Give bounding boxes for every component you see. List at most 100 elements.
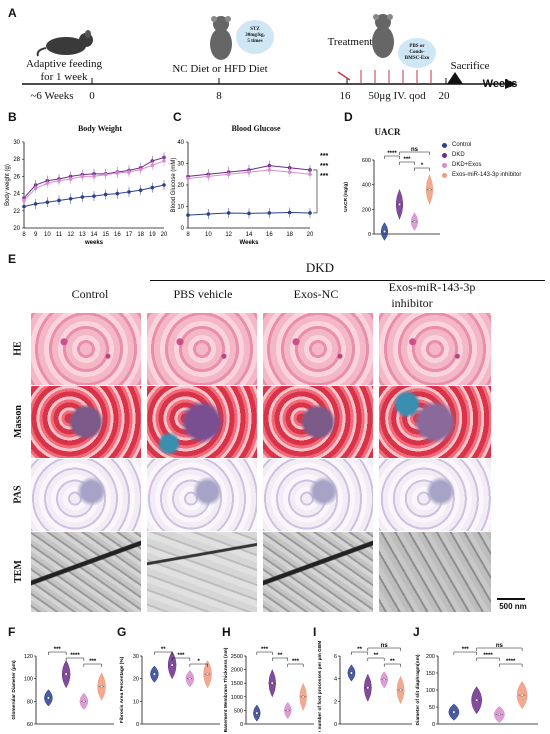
- data-point: [138, 188, 143, 192]
- significance-bracket: [399, 151, 430, 155]
- sacrifice-text: Sacrifice: [450, 60, 490, 72]
- x-tick-label: 10: [205, 232, 212, 238]
- data-point: [247, 170, 251, 174]
- data-point: [452, 710, 456, 714]
- scale-bar: [497, 598, 525, 600]
- data-point: [350, 671, 353, 675]
- foot-processes-chart: 0 2 4 6 The number of foot processes per μm …: [317, 641, 412, 732]
- data-point: [92, 174, 96, 179]
- micrograph-he-control: [30, 312, 142, 386]
- row-label-tem: TEM: [8, 531, 28, 611]
- y-tick-label: 0: [368, 232, 371, 238]
- row-label-masson: Masson: [8, 385, 28, 457]
- legend-label: DKD: [452, 152, 465, 158]
- data-point: [138, 167, 143, 172]
- micrograph-masson-inhibitor: [378, 385, 492, 459]
- data-point: [33, 202, 38, 206]
- y-tick-label: 200: [426, 654, 435, 660]
- significance-label: ***: [320, 153, 328, 160]
- significance-bracket: [48, 651, 67, 655]
- y-tick-label: 200: [362, 207, 371, 213]
- x-tick-label: 14: [91, 232, 98, 238]
- data-point: [57, 178, 61, 183]
- significance-label: *: [421, 163, 424, 169]
- y-tick-label: 0: [432, 722, 435, 728]
- data-point: [68, 196, 73, 201]
- data-point: [498, 713, 501, 716]
- legend-dot: [442, 152, 447, 158]
- significance-label: ***: [261, 647, 269, 653]
- legend-label: Exos-miR-143-3p inhibitor: [452, 172, 522, 178]
- significance-bracket: [383, 663, 401, 667]
- y-tick-label: 26: [13, 174, 20, 180]
- data-point: [287, 210, 292, 215]
- row-label-he: HE: [8, 312, 28, 384]
- data-point: [206, 672, 209, 676]
- data-point: [127, 170, 131, 174]
- significance-bracket: [499, 663, 523, 667]
- significance-label: **: [374, 653, 379, 659]
- micrograph-masson-control: [30, 385, 142, 459]
- data-point: [100, 685, 103, 688]
- significance-label: ***: [292, 659, 300, 665]
- y-tick-label: 10: [177, 205, 184, 211]
- significance-label: ****: [483, 653, 493, 659]
- significance-bracket: [272, 657, 288, 661]
- x-tick-label: 8: [186, 232, 190, 238]
- legend-label: Control: [452, 142, 472, 148]
- x-tick-label: 11: [56, 232, 63, 238]
- dkd-group-label: DKD: [305, 260, 335, 275]
- x-tick-label: 10: [44, 232, 51, 238]
- diet-text: NC Diet or HFD Diet: [172, 63, 268, 75]
- data-point: [127, 190, 131, 194]
- data-point: [301, 695, 305, 699]
- data-point: [68, 177, 73, 181]
- y-tick-label: 20: [133, 677, 139, 683]
- y-tick-label: 4: [334, 677, 337, 683]
- adaptive-text-1: Adaptive feeding: [25, 58, 103, 70]
- data-point: [286, 709, 290, 712]
- data-point: [150, 185, 155, 190]
- x-tick-label: 8: [22, 232, 26, 238]
- significance-label: ***: [54, 647, 62, 653]
- row-label-pas: PAS: [8, 458, 28, 530]
- x-tick-label: 15: [102, 232, 109, 238]
- y-tick-label: 600: [362, 158, 371, 164]
- micrograph-pas-pbs: [146, 458, 258, 532]
- significance-label: ***: [462, 647, 470, 653]
- significance-bracket: [476, 647, 523, 651]
- stz-badge: STZ 30mg/kg, 5 times: [236, 20, 274, 54]
- panel-f-label: F: [8, 625, 16, 639]
- legend-item: DKD+Exos: [442, 162, 550, 168]
- row-text: Masson: [12, 404, 24, 438]
- significance-label: **: [390, 659, 395, 665]
- y-tick-label: 0: [334, 722, 337, 728]
- body-weight-title: Body Weight: [77, 124, 123, 133]
- row-text: TEM: [12, 559, 24, 583]
- significance-label: ****: [387, 151, 397, 157]
- significance-label: *: [198, 659, 201, 665]
- timeline: [0, 70, 550, 110]
- x-tick-label: 14: [246, 232, 253, 238]
- scale-bar-label: 500 nm: [499, 602, 527, 611]
- micrograph-masson-pbs: [146, 385, 258, 459]
- x-tick-label: 17: [126, 232, 133, 238]
- x-tick-label: 18: [137, 232, 144, 238]
- x-tick-label: 18: [286, 232, 293, 238]
- data-point: [188, 677, 192, 681]
- data-point: [247, 211, 251, 216]
- micrograph-pas-control: [30, 458, 142, 532]
- y-tick-label: 30: [177, 162, 184, 168]
- x-tick-label: 20: [161, 232, 168, 238]
- stz-line: 30mg/kg,: [245, 33, 265, 38]
- row-text: HE: [12, 340, 24, 356]
- significance-label: ***: [320, 163, 328, 170]
- y-tick-label: 50: [429, 705, 435, 711]
- pbs-line: PBS or: [409, 44, 425, 49]
- x-axis-label: weeks: [84, 240, 104, 246]
- data-point: [82, 699, 86, 703]
- tick-16: 16: [339, 90, 351, 102]
- data-point: [308, 211, 312, 215]
